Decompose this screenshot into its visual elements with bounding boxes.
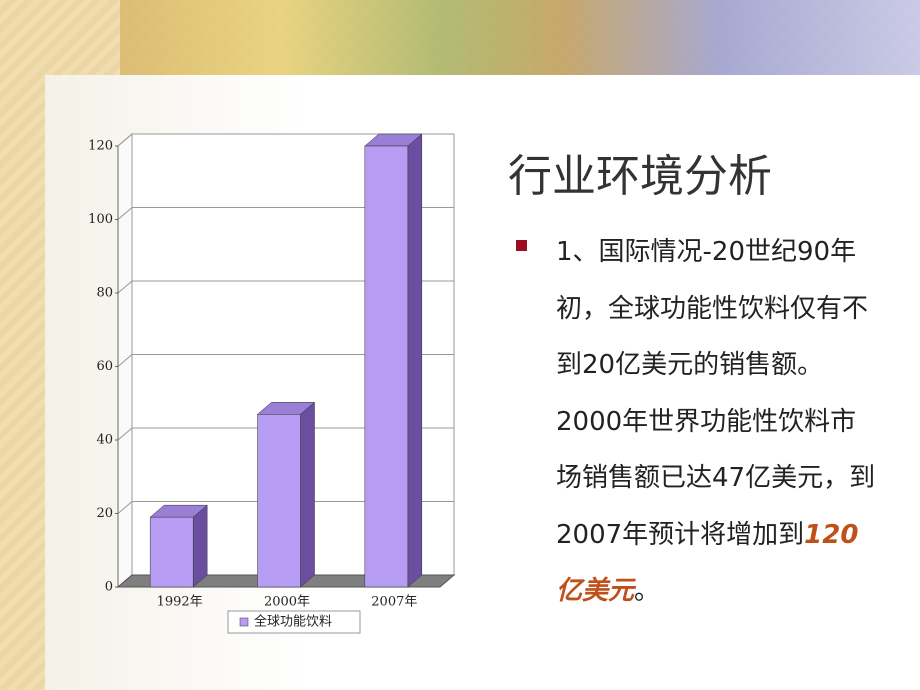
- highlight: 120亿美元: [556, 519, 859, 607]
- x-tick-label: 1992年: [157, 595, 203, 610]
- y-tick-label: 40: [96, 433, 113, 448]
- y-tick-label: 120: [88, 139, 113, 154]
- legend-label: 全球功能饮料: [254, 614, 332, 630]
- bar: [257, 414, 301, 588]
- grid-line: [117, 133, 454, 147]
- text: 。: [634, 576, 661, 606]
- bullet-marker: [516, 240, 527, 251]
- legend-box: [227, 610, 361, 634]
- text: 1、国际情况-20世纪90年初，全球功能性饮料仅有不到20亿美元的销售额。200…: [556, 237, 876, 550]
- grid-line: [117, 501, 454, 514]
- y-tick-label: 100: [88, 212, 113, 227]
- bar-side: [300, 401, 315, 588]
- decor-strip: [120, 0, 920, 75]
- bar-side: [407, 133, 423, 588]
- grid-line: [117, 280, 454, 294]
- bar-side: [192, 504, 208, 588]
- grid-line: [117, 427, 454, 441]
- grid-line: [117, 207, 454, 220]
- grid-line: [117, 354, 454, 367]
- slide-title: 行业环境分析: [508, 151, 772, 202]
- x-tick-label: 2000年: [264, 595, 310, 610]
- bar: [364, 145, 409, 588]
- bullet-text: 1、国际情况-20世纪90年初，全球功能性饮料仅有不到20亿美元的销售额。200…: [556, 224, 876, 620]
- y-tick-label: 0: [105, 580, 113, 595]
- y-tick-label: 60: [96, 359, 113, 374]
- legend-swatch: [239, 617, 249, 627]
- y-tick-label: 20: [96, 506, 113, 521]
- bar: [149, 516, 194, 588]
- x-tick-label: 2007年: [371, 595, 417, 610]
- y-tick-label: 80: [96, 286, 113, 301]
